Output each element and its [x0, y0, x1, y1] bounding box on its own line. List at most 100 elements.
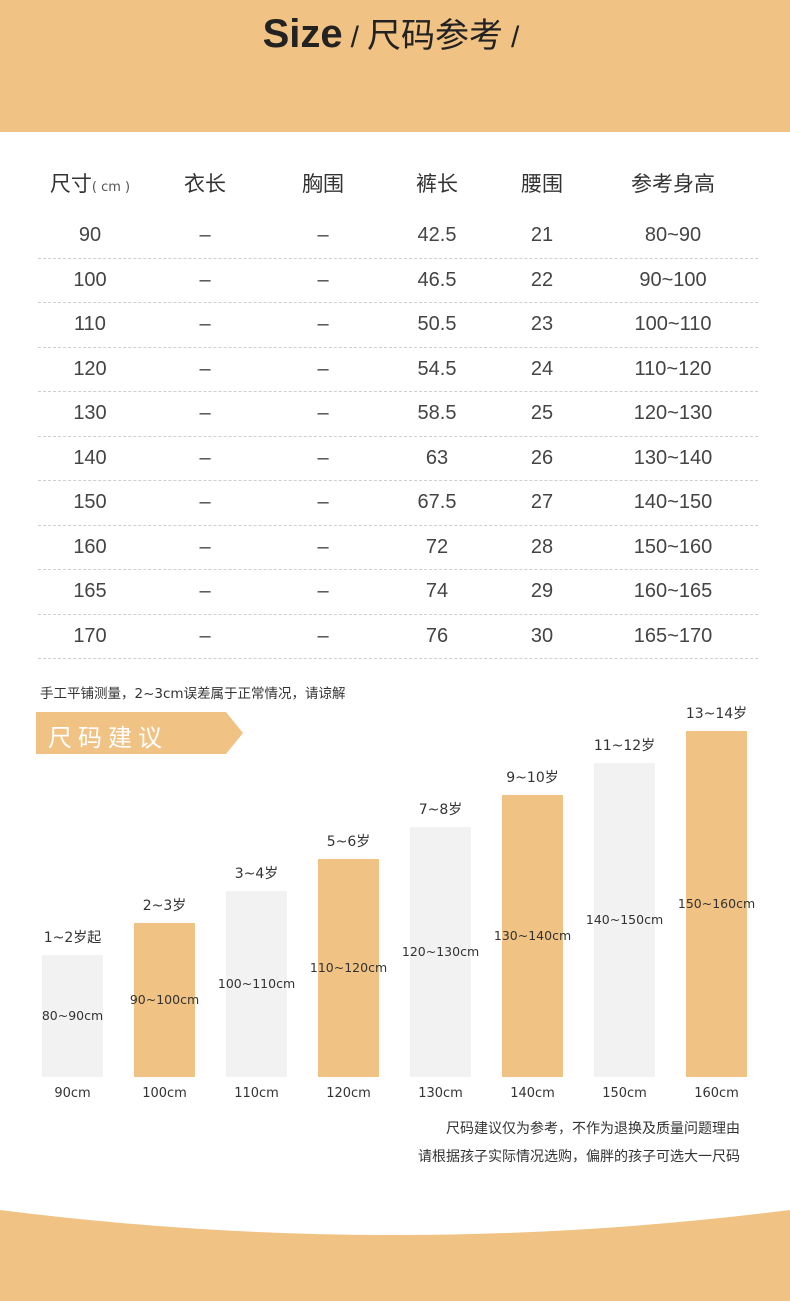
cell-waist: 21	[530, 224, 554, 247]
cell-waist: 22	[530, 268, 554, 291]
cell-height: 90~100	[639, 268, 707, 291]
cell-size: 90	[78, 224, 102, 247]
cell-pants-length: 46.5	[417, 268, 457, 291]
header-waist: 腰围	[521, 172, 563, 196]
cell-chest: –	[317, 357, 329, 380]
cell-pants-length: 74	[425, 580, 449, 603]
cell-pants-length: 72	[425, 535, 449, 558]
cell-height: 80~90	[644, 224, 702, 247]
chart-bar	[318, 859, 379, 1077]
cell-pants-length: 54.5	[417, 357, 457, 380]
cell-chest: –	[317, 535, 329, 558]
cell-height: 140~150	[633, 491, 713, 514]
advice-banner-shape	[36, 712, 243, 754]
cell-height: 150~160	[633, 535, 713, 558]
bar-range-label: 120~130cm	[401, 944, 480, 959]
size-chart: 80~90cm 1~2岁起 90cm 90~100cm 2~3岁 100cm 100~110…	[0, 700, 790, 1110]
table-row: 90 – – 42.5 21 80~90	[38, 214, 758, 259]
age-label: 3~4岁	[234, 866, 279, 882]
chart-bar	[134, 923, 195, 1077]
cell-size: 120	[73, 357, 107, 380]
cell-pants-length: 67.5	[417, 491, 457, 514]
cell-waist: 30	[530, 624, 554, 647]
cell-size: 150	[73, 491, 107, 514]
table-row: 130 – – 58.5 25 120~130	[38, 392, 758, 437]
cell-length: –	[199, 580, 211, 603]
bar-range-label: 100~110cm	[217, 976, 296, 991]
title-slash-end: /	[511, 21, 520, 54]
age-label: 9~10岁	[506, 770, 559, 786]
chart-bar	[686, 731, 747, 1077]
bar-range-label: 80~90cm	[41, 1008, 104, 1023]
cell-length: –	[199, 402, 211, 425]
cell-waist: 29	[530, 580, 554, 603]
bar-range-label: 150~160cm	[677, 896, 756, 911]
header-banner: Size / 尺码参考 /	[0, 0, 790, 132]
cell-waist: 24	[530, 357, 554, 380]
cell-chest: –	[317, 580, 329, 603]
disclaimer-line-1: 尺码建议仅为参考，不作为退换及质量问题理由	[446, 1121, 740, 1137]
header-chest: 胸围	[302, 172, 344, 196]
advice-title: 尺码建议	[48, 724, 168, 752]
cell-chest: –	[317, 491, 329, 514]
table-row: 110 – – 50.5 23 100~110	[38, 303, 758, 348]
cell-height: 165~170	[633, 624, 713, 647]
bar-range-label: 110~120cm	[309, 960, 388, 975]
table-row: 120 – – 54.5 24 110~120	[38, 348, 758, 392]
cell-waist: 28	[530, 535, 554, 558]
cell-size: 110	[74, 313, 106, 336]
chart-bar	[226, 891, 287, 1077]
cell-chest: –	[317, 268, 329, 291]
header-height: 参考身高	[631, 172, 715, 196]
age-label: 1~2岁起	[43, 930, 102, 946]
cell-height: 160~165	[633, 580, 713, 603]
table-row: 140 – – 63 26 130~140	[38, 437, 758, 481]
disclaimer-line-2: 请根据孩子实际情况选购，偏胖的孩子可选大一尺码	[418, 1149, 740, 1165]
x-axis-label: 160cm	[694, 1086, 739, 1101]
table-header: 尺寸( cm ) 衣长 胸围 裤长 腰围 参考身高	[38, 152, 758, 214]
advice-banner: 尺码建议	[36, 712, 243, 754]
cell-pants-length: 42.5	[417, 224, 457, 247]
cell-length: –	[199, 491, 211, 514]
cell-pants-length: 63	[425, 446, 449, 469]
cell-pants-length: 50.5	[417, 313, 457, 336]
cell-pants-length: 76	[425, 624, 449, 647]
cell-size: 140	[73, 446, 107, 469]
title-slash: /	[350, 21, 360, 54]
table-row: 170 – – 76 30 165~170	[38, 615, 758, 659]
footer-wave	[0, 1210, 790, 1301]
header-length: 衣长	[184, 172, 226, 196]
age-label: 5~6岁	[326, 834, 371, 850]
x-axis-label: 110cm	[234, 1086, 279, 1101]
x-axis-label: 130cm	[418, 1086, 463, 1101]
cell-size: 100	[73, 268, 107, 291]
header-unit: ( cm )	[91, 180, 131, 195]
cell-size: 130	[73, 402, 107, 425]
table-body: 90 – – 42.5 21 80~90 100 – – 46.5 22 90~100 110 – – 50.…	[38, 214, 758, 659]
cell-length: –	[199, 268, 211, 291]
bar-range-label: 90~100cm	[129, 992, 200, 1007]
title-cn: 尺码参考	[367, 16, 504, 56]
cell-length: –	[199, 313, 211, 336]
page-title: Size / 尺码参考 /	[0, 8, 790, 57]
cell-waist: 26	[530, 446, 554, 469]
header-pants-length: 裤长	[416, 172, 458, 196]
x-axis-label: 140cm	[510, 1086, 555, 1101]
header-size: 尺寸( cm )	[49, 172, 131, 196]
cell-length: –	[199, 357, 211, 380]
bar-range-label: 140~150cm	[585, 912, 664, 927]
cell-chest: –	[317, 624, 329, 647]
x-axis-label: 100cm	[142, 1086, 187, 1101]
cell-length: –	[199, 446, 211, 469]
title-en: Size	[262, 12, 343, 56]
cell-waist: 27	[530, 491, 554, 514]
cell-chest: –	[317, 446, 329, 469]
table-row: 150 – – 67.5 27 140~150	[38, 481, 758, 526]
x-axis-label: 120cm	[326, 1086, 371, 1101]
measurement-note: 手工平铺测量，2~3cm误差属于正常情况，请谅解	[40, 686, 346, 702]
age-label: 7~8岁	[418, 802, 463, 818]
table-row: 160 – – 72 28 150~160	[38, 526, 758, 570]
table-row: 100 – – 46.5 22 90~100	[38, 259, 758, 303]
cell-height: 100~110	[634, 313, 712, 336]
cell-size: 170	[73, 624, 107, 647]
